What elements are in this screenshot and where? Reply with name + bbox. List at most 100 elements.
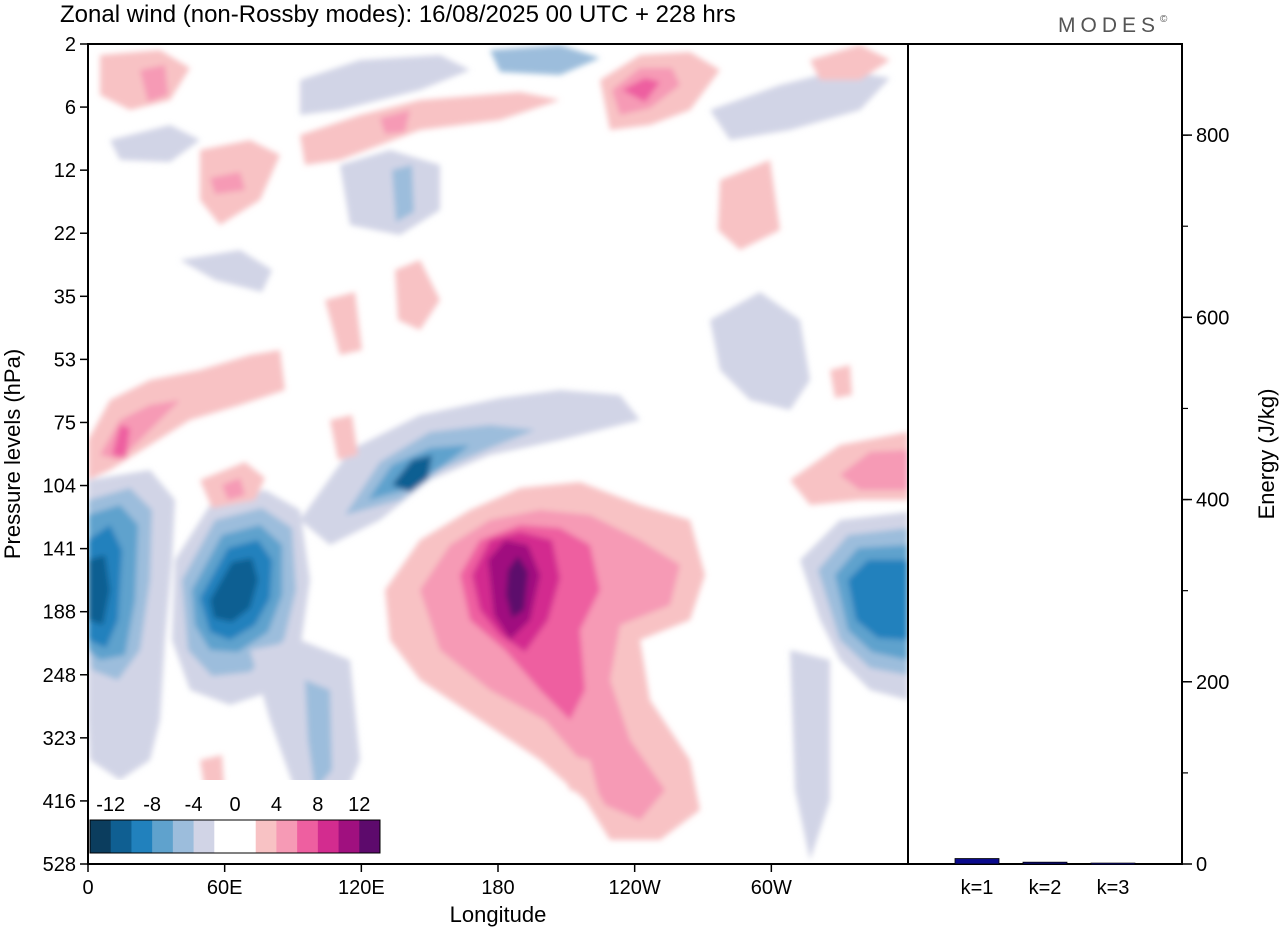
colorbar-swatch bbox=[110, 820, 132, 853]
colorbar: -12 -8 -4 0 4 8 12 bbox=[89, 794, 381, 854]
neg-streak-top bbox=[300, 55, 470, 115]
pos-region-lower-center bbox=[550, 750, 600, 800]
colorbar-swatch bbox=[152, 820, 174, 853]
energy-bar bbox=[954, 858, 1000, 865]
energy-frame bbox=[907, 43, 1183, 865]
colorbar-swatch bbox=[359, 820, 381, 853]
neg-streak-top-inner bbox=[490, 45, 600, 75]
energy-tick-label: 0 bbox=[1196, 854, 1207, 876]
neg-region-lower-left-inner bbox=[305, 680, 332, 790]
energy-bars: k=1 k=2 k=3 bbox=[954, 858, 1136, 899]
brand-mark: © bbox=[1160, 14, 1172, 25]
neg-band-upper-core bbox=[392, 455, 432, 492]
pos-region-west-core bbox=[112, 425, 130, 458]
energy-bar-label: k=1 bbox=[961, 877, 994, 899]
y-tick-label: 2 bbox=[65, 34, 76, 56]
energy-tick-label: 200 bbox=[1196, 672, 1229, 694]
neg-region-midstrat bbox=[710, 292, 810, 410]
x-tick-label: 0 bbox=[82, 877, 93, 899]
colorbar-swatch bbox=[317, 820, 340, 853]
y-tick-label: 75 bbox=[54, 412, 76, 434]
pos-region-mid-strat bbox=[395, 260, 440, 330]
y-tick-label: 188 bbox=[43, 602, 76, 624]
energy-axis-label: Energy (J/kg) bbox=[1254, 389, 1279, 520]
field-shapes bbox=[88, 45, 908, 860]
y-tick-label: 528 bbox=[43, 854, 76, 876]
y-tick-label: 53 bbox=[54, 349, 76, 371]
colorbar-swatch bbox=[255, 820, 277, 853]
colorbar-label: 8 bbox=[312, 794, 323, 816]
chart-title: Zonal wind (non-Rossby modes): 16/08/202… bbox=[60, 1, 736, 28]
colorbar-swatch bbox=[90, 820, 112, 853]
pos-region-strato-core bbox=[622, 78, 660, 102]
neg-region-strato bbox=[340, 150, 440, 235]
energy-axis: 0 200 400 600 800 bbox=[1182, 125, 1229, 876]
brand-text: MODES bbox=[1058, 14, 1160, 37]
pos-region-west-outer bbox=[88, 350, 285, 480]
brand-logo: MODES© bbox=[1058, 14, 1172, 37]
colorbar-label: 0 bbox=[229, 794, 240, 816]
neg-streak-left bbox=[110, 125, 200, 162]
y-tick-label: 6 bbox=[65, 97, 76, 119]
pos-region-upper-left-core bbox=[210, 172, 245, 194]
x-tick-label: 60E bbox=[207, 877, 243, 899]
pos-region-tropo-left bbox=[330, 415, 358, 460]
colorbar-label: -4 bbox=[185, 794, 203, 816]
colorbar-label: -8 bbox=[143, 794, 161, 816]
energy-bar bbox=[1022, 861, 1068, 865]
colorbar-label: -12 bbox=[96, 794, 125, 816]
wind-field bbox=[88, 45, 908, 864]
pos-region-strato-left-core bbox=[380, 110, 410, 134]
colorbar-label: 4 bbox=[271, 794, 282, 816]
energy-tick-label: 800 bbox=[1196, 125, 1229, 147]
neg-region-upper-left bbox=[180, 250, 272, 292]
y-tick-label: 22 bbox=[54, 223, 76, 245]
pos-region-top-left-core bbox=[140, 65, 168, 102]
y-axis-label: Pressure levels (hPa) bbox=[0, 349, 25, 559]
x-tick-label: 60W bbox=[751, 877, 792, 899]
y-tick-label: 416 bbox=[43, 791, 76, 813]
x-tick-label: 120E bbox=[338, 877, 385, 899]
neg-region-west-core bbox=[88, 555, 110, 625]
pos-region-main-peak bbox=[506, 556, 528, 618]
x-tick-label: 180 bbox=[481, 877, 514, 899]
x-tick-label: 120W bbox=[609, 877, 661, 899]
pos-region-mid-strat-2 bbox=[325, 292, 362, 355]
colorbar-frame bbox=[89, 819, 381, 854]
x-axis: 0 60E 120E 180 120W 60W bbox=[82, 864, 792, 899]
pos-region-right-upper bbox=[718, 160, 780, 250]
y-tick-label: 248 bbox=[43, 665, 76, 687]
colorbar-labels: -12 -8 -4 0 4 8 12 bbox=[96, 794, 370, 816]
colorbar-swatch bbox=[297, 820, 319, 853]
energy-bar-label: k=3 bbox=[1097, 877, 1130, 899]
colorbar-swatch bbox=[131, 820, 153, 853]
colorbar-swatch bbox=[235, 820, 257, 853]
energy-tick-label: 400 bbox=[1196, 490, 1229, 512]
colorbar-swatches bbox=[90, 820, 381, 853]
colorbar-swatch bbox=[214, 820, 236, 853]
y-tick-label: 141 bbox=[43, 539, 76, 561]
energy-bar bbox=[1090, 862, 1136, 865]
colorbar-label: 12 bbox=[348, 794, 370, 816]
colorbar-swatch bbox=[172, 820, 195, 853]
y-tick-label: 323 bbox=[43, 728, 76, 750]
pos-region-mid-left-inner bbox=[222, 478, 245, 500]
neg-region-strato-inner bbox=[392, 165, 414, 222]
pos-region-east bbox=[840, 450, 908, 490]
y-axis: 2 6 12 22 35 53 75 104 141 188 248 323 416 528 bbox=[43, 34, 88, 876]
energy-tick-label: 600 bbox=[1196, 307, 1229, 329]
y-tick-label: 35 bbox=[54, 286, 76, 308]
pos-region-right-mid bbox=[830, 365, 852, 398]
x-axis-label: Longitude bbox=[450, 902, 547, 927]
y-tick-label: 104 bbox=[43, 476, 76, 498]
colorbar-swatch bbox=[276, 820, 298, 853]
colorbar-swatch bbox=[193, 820, 215, 853]
pos-region-right-top bbox=[810, 45, 890, 80]
neg-region-east-inner bbox=[848, 560, 908, 640]
energy-bar-label: k=2 bbox=[1029, 877, 1062, 899]
neg-region-60e-core bbox=[210, 558, 258, 622]
y-tick-label: 12 bbox=[54, 160, 76, 182]
neg-streak-top-right bbox=[710, 70, 890, 140]
neg-region-lower-east bbox=[790, 650, 830, 860]
